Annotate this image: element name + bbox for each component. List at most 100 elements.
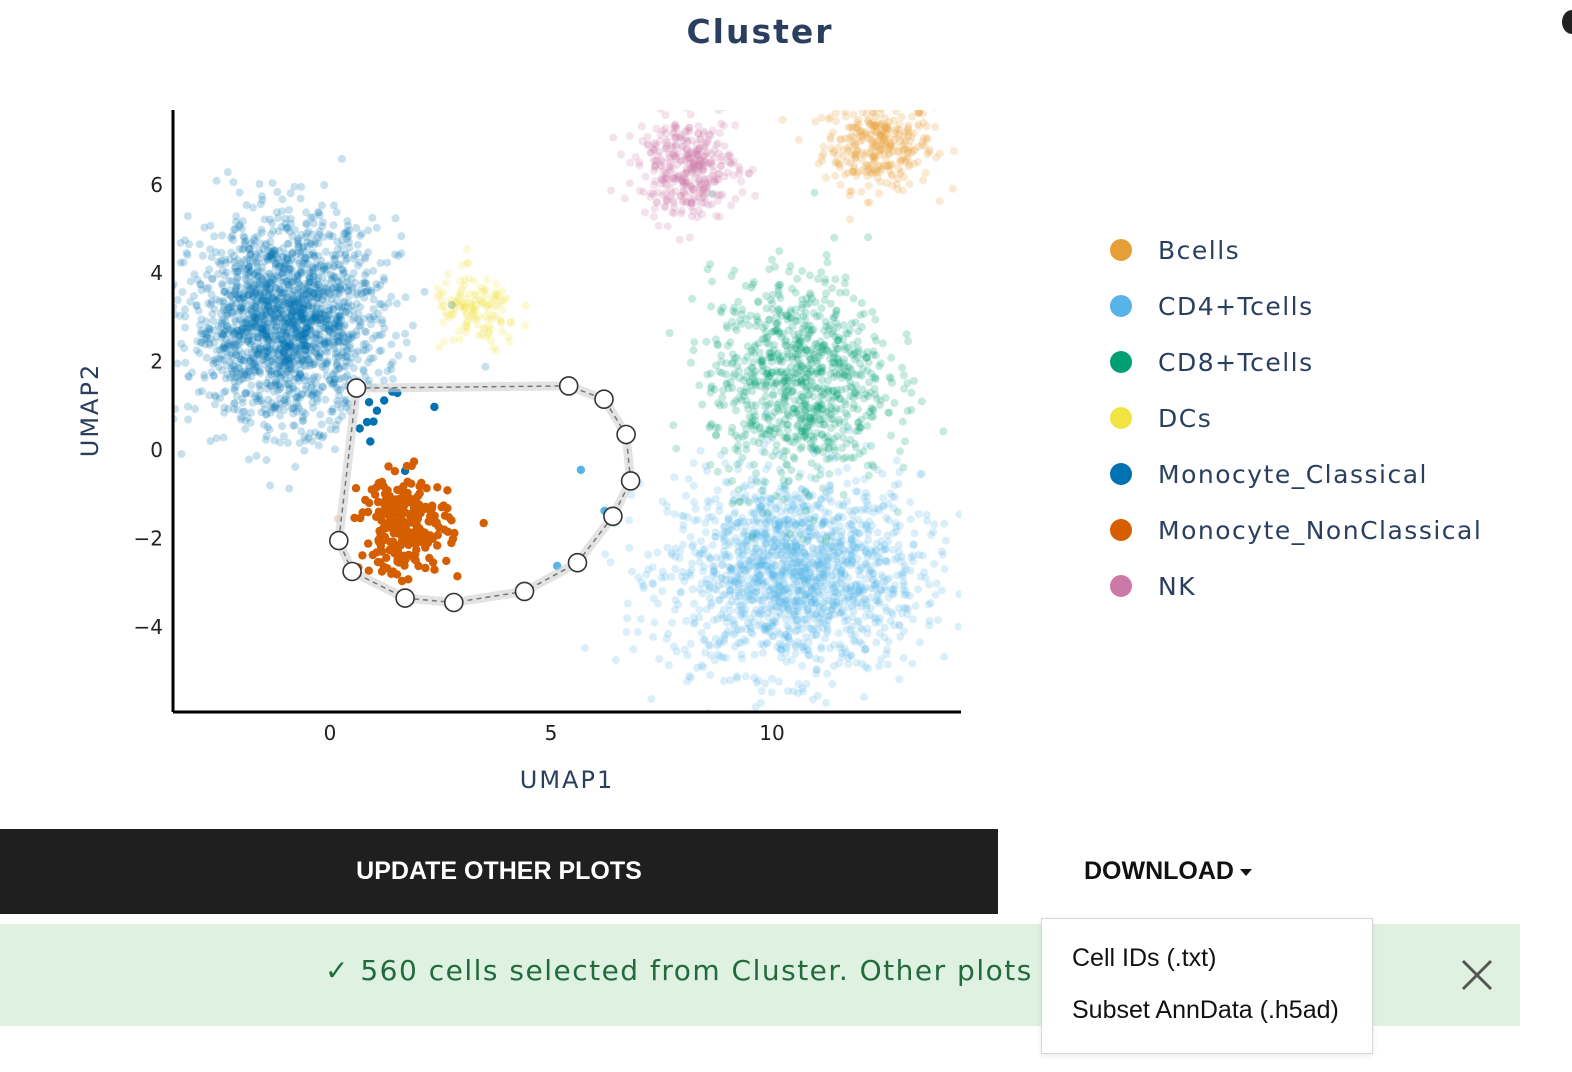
data-point bbox=[828, 363, 837, 372]
data-point bbox=[751, 703, 760, 712]
data-point bbox=[740, 566, 749, 575]
data-point bbox=[706, 554, 715, 563]
data-point bbox=[799, 574, 808, 583]
data-point bbox=[702, 579, 711, 588]
data-point bbox=[806, 524, 815, 533]
data-point bbox=[819, 530, 828, 539]
data-point bbox=[847, 187, 856, 196]
data-point bbox=[801, 591, 810, 600]
data-point bbox=[810, 516, 818, 525]
data-point bbox=[815, 566, 824, 575]
data-point bbox=[701, 518, 710, 527]
data-point bbox=[889, 529, 898, 538]
data-point bbox=[903, 125, 912, 134]
data-point bbox=[803, 574, 812, 583]
data-point bbox=[819, 515, 828, 524]
data-point bbox=[795, 472, 803, 481]
data-point bbox=[240, 233, 249, 242]
data-point bbox=[858, 110, 867, 117]
data-point bbox=[718, 561, 726, 570]
data-point bbox=[774, 597, 783, 606]
data-point bbox=[844, 592, 853, 601]
data-point bbox=[782, 644, 791, 653]
data-point bbox=[325, 416, 334, 425]
data-point bbox=[784, 624, 793, 633]
data-point bbox=[791, 649, 800, 658]
data-point bbox=[401, 293, 410, 302]
data-point bbox=[242, 201, 251, 210]
data-point bbox=[689, 481, 698, 490]
data-point bbox=[498, 287, 506, 296]
data-point bbox=[827, 605, 836, 614]
data-point bbox=[662, 634, 671, 643]
data-point bbox=[766, 601, 775, 610]
data-point bbox=[848, 525, 857, 534]
data-point bbox=[728, 522, 737, 531]
data-point bbox=[805, 271, 814, 280]
data-point bbox=[836, 395, 845, 404]
data-point bbox=[287, 265, 296, 274]
data-point bbox=[863, 421, 872, 430]
data-point bbox=[782, 596, 791, 605]
data-point bbox=[875, 362, 884, 371]
data-point bbox=[935, 149, 944, 158]
data-point bbox=[374, 309, 383, 318]
data-point bbox=[236, 304, 245, 313]
data-point bbox=[262, 273, 271, 282]
data-point bbox=[754, 531, 763, 540]
data-point bbox=[899, 153, 908, 162]
data-point bbox=[893, 174, 902, 183]
data-point bbox=[743, 536, 752, 545]
data-point bbox=[779, 603, 788, 612]
data-point bbox=[267, 367, 276, 375]
data-point bbox=[798, 535, 807, 544]
data-point bbox=[881, 557, 890, 565]
data-point bbox=[885, 117, 893, 126]
data-point bbox=[896, 90, 904, 98]
data-point bbox=[857, 598, 866, 607]
data-point bbox=[289, 421, 298, 430]
data-point bbox=[835, 538, 844, 547]
data-point bbox=[793, 637, 802, 646]
data-point bbox=[801, 557, 810, 566]
data-point bbox=[330, 201, 338, 210]
data-point bbox=[871, 559, 880, 568]
data-point bbox=[819, 520, 828, 529]
data-point bbox=[734, 542, 742, 551]
data-point bbox=[870, 504, 879, 513]
data-point bbox=[826, 486, 835, 494]
modebar-icon[interactable] bbox=[1562, 10, 1572, 34]
data-point bbox=[818, 520, 827, 529]
data-point bbox=[465, 290, 474, 298]
data-point bbox=[841, 370, 850, 379]
data-point bbox=[768, 632, 777, 640]
point-layer-unselected bbox=[173, 90, 961, 712]
data-point bbox=[813, 560, 822, 569]
data-point bbox=[872, 168, 881, 177]
data-point bbox=[783, 516, 792, 525]
data-point bbox=[236, 370, 245, 379]
data-point bbox=[243, 291, 252, 299]
data-point bbox=[778, 598, 787, 607]
data-point bbox=[895, 126, 904, 135]
data-point bbox=[815, 420, 824, 429]
data-point bbox=[260, 420, 268, 429]
data-point bbox=[846, 651, 855, 660]
data-point bbox=[824, 596, 833, 605]
data-point bbox=[906, 498, 915, 507]
data-point bbox=[852, 171, 861, 180]
data-point bbox=[822, 251, 831, 260]
data-point bbox=[784, 550, 793, 559]
data-point bbox=[808, 631, 817, 640]
data-point bbox=[777, 653, 786, 662]
data-point bbox=[871, 112, 880, 121]
data-point bbox=[864, 535, 873, 544]
data-point bbox=[789, 558, 798, 567]
data-point bbox=[724, 626, 733, 635]
data-point bbox=[868, 153, 877, 161]
data-point bbox=[712, 569, 721, 578]
data-point bbox=[730, 303, 739, 312]
data-point bbox=[900, 627, 908, 636]
data-point bbox=[821, 537, 830, 546]
